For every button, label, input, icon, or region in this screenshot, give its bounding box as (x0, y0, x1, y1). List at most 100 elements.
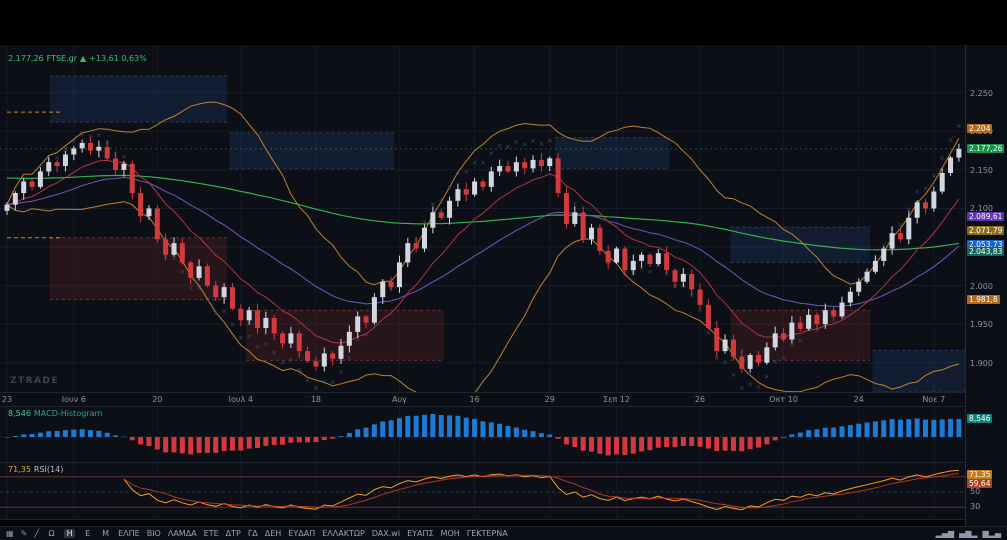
time-axis[interactable]: 23 Ιουν 6 20 Ιουλ 4 18 Αυγ 16 29 Σεπ 12 26 Οκτ 10 2… (0, 392, 965, 406)
svg-text:×: × (305, 376, 311, 384)
svg-text:×: × (664, 270, 670, 278)
window-titlebar (0, 0, 1007, 45)
time-axis-label: 29 (544, 395, 555, 404)
ticker-button-2[interactable]: ΒΙΟ (146, 529, 161, 538)
svg-text:×: × (321, 378, 327, 386)
ticker-button-1[interactable]: ΕΛΠΕ (118, 529, 140, 538)
svg-text:×: × (296, 366, 302, 374)
svg-text:×: × (230, 321, 236, 329)
trendline-tool-icon[interactable]: ╱ (34, 528, 40, 538)
bar-chart-icon[interactable]: ▆▂▄ (982, 528, 1001, 538)
svg-text:×: × (63, 145, 69, 153)
svg-text:×: × (313, 384, 319, 392)
price-axis-label: 2.100 (970, 204, 993, 214)
rsi-value: 71,35 (8, 465, 31, 474)
svg-text:×: × (455, 170, 461, 178)
svg-text:×: × (363, 331, 369, 339)
svg-text:×: × (797, 337, 803, 345)
svg-text:×: × (764, 373, 770, 381)
period-button-Ε[interactable]: Ε (85, 529, 91, 538)
ticker-button-7[interactable]: ΔΕΗ (264, 529, 282, 538)
legend-up-arrow-icon: ▲ (80, 54, 87, 63)
svg-text:×: × (179, 268, 185, 276)
price-axis-label: 2.000 (970, 281, 993, 291)
svg-text:×: × (898, 221, 904, 229)
price-axis-label: 1.900 (970, 358, 993, 368)
rsi-signal-badge: 59,64 (967, 479, 993, 489)
price-axis-label: 2.250 (970, 88, 993, 98)
rsi-axis-label: 50 (970, 487, 981, 496)
svg-text:×: × (639, 264, 645, 272)
svg-text:×: × (96, 131, 102, 139)
time-axis-label: Σεπ 12 (603, 395, 631, 404)
ticker-button-5[interactable]: ΔΤΡ (225, 529, 241, 538)
svg-text:×: × (280, 359, 286, 367)
svg-text:×: × (488, 149, 494, 157)
period-button-Ω[interactable]: Ω (48, 529, 55, 538)
svg-text:×: × (914, 188, 920, 196)
time-axis-label: Αυγ (392, 395, 407, 404)
rsi-value-badge: 71,35 (967, 470, 993, 480)
svg-text:×: × (88, 132, 94, 140)
price-axis[interactable]: 2.2502.2002.1502.1002.0502.0001.9501.900… (965, 45, 1007, 526)
svg-text:×: × (497, 142, 503, 150)
svg-text:×: × (689, 292, 695, 300)
svg-text:×: × (731, 371, 737, 379)
main-chart-panel[interactable]: × × × × × × × × × × × × × × × × × × × × × × × × × × × × × × × × × × × × × × × ×… (0, 45, 965, 392)
svg-text:×: × (538, 140, 544, 148)
svg-text:×: × (714, 355, 720, 363)
ticker-button-8[interactable]: ΕΥΔΑΠ (288, 529, 316, 538)
layout-grid-icon[interactable]: ▦ (6, 528, 14, 538)
time-axis-label: 24 (853, 395, 864, 404)
legend-price: 2.177,26 (8, 54, 44, 63)
svg-text:×: × (831, 317, 837, 325)
ticker-button-3[interactable]: ΛΑΜΔΑ (167, 529, 197, 538)
svg-text:×: × (814, 327, 820, 335)
main-chart-canvas[interactable]: ×××× × ××××× ××× ××× ×× ××× ××××× ×××××××××× ×× ××… (0, 45, 965, 392)
time-axis-label: 23 (1, 395, 13, 404)
ma-blue-badge: 2.053,73 (967, 239, 1005, 249)
rsi-name: RSI(14) (33, 465, 64, 474)
svg-text:×: × (330, 378, 336, 386)
time-axis-label: 26 (694, 395, 706, 404)
rsi-panel[interactable]: 71,35 RSI(14) (0, 462, 965, 521)
time-axis-label: Νοε 7 (922, 395, 946, 404)
svg-text:×: × (355, 336, 361, 344)
volume-bars-icon[interactable]: ▂▄▆ (935, 528, 955, 538)
histogram-icon[interactable]: ▄▆▂ (959, 528, 978, 538)
ticker-button-13[interactable]: ΓΕΚΤΕΡΝΑ (466, 529, 508, 538)
svg-text:×: × (288, 356, 294, 364)
svg-text:×: × (447, 183, 453, 191)
svg-text:×: × (547, 137, 553, 145)
ticker-button-11[interactable]: ΕΥΑΠΣ (407, 529, 434, 538)
ticker-button-10[interactable]: DAX.wi (371, 529, 401, 538)
symbol-legend: 2.177,26 FTSE.gr ▲ +13,61 0,63% (8, 54, 150, 63)
svg-text:×: × (881, 242, 887, 250)
svg-text:×: × (931, 172, 937, 180)
draw-pencil-icon[interactable]: ✎ (20, 528, 28, 538)
svg-text:×: × (522, 140, 528, 148)
period-button-Μ[interactable]: Μ (102, 529, 110, 538)
ma-yellow-badge: 2.071,79 (967, 225, 1005, 235)
svg-text:×: × (171, 255, 177, 263)
ticker-button-9[interactable]: ΕΛΛΑΚΤΩΡ (322, 529, 365, 538)
svg-text:×: × (238, 334, 244, 342)
rsi-label: 71,35 RSI(14) (8, 465, 63, 474)
macd-value-badge: 8,546 (967, 413, 993, 423)
svg-text:×: × (422, 219, 428, 227)
time-axis-label: Ιουλ 4 (228, 395, 253, 404)
last-price-badge: 2.177,26 (967, 144, 1005, 154)
svg-text:×: × (906, 205, 912, 213)
period-button-Η[interactable]: Η (64, 529, 76, 538)
macd-value: 8,546 (8, 409, 31, 418)
rsi-canvas (0, 463, 965, 521)
ticker-button-6[interactable]: ΓΔ (247, 529, 258, 538)
macd-panel[interactable]: 8,546 MACD-Histogram (0, 406, 965, 463)
svg-text:×: × (939, 154, 945, 162)
time-axis-label: Ιουν 6 (61, 395, 86, 404)
ticker-button-4[interactable]: ΕΤΕ (203, 529, 219, 538)
bottom-toolbar: ▦ ✎ ╱ Ω Η Ε Μ ΕΛΠΕ ΒΙΟ ΛΑΜΔΑ ΕΤΕ ΔΤΡ ΓΔ ΔΕΗ ΕΥΔΑΠ ΕΛΛΑΚ… (0, 526, 1007, 540)
ticker-button-12[interactable]: ΜΟΗ (440, 529, 460, 538)
legend-symbol: FTSE.gr (46, 54, 78, 63)
